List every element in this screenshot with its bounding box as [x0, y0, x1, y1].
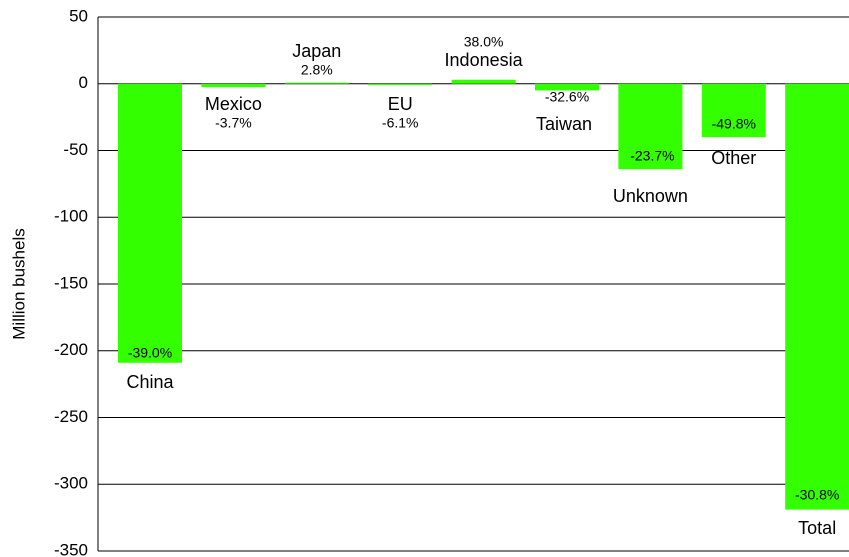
y-tick-label: 0 — [79, 73, 88, 92]
bar — [201, 83, 266, 88]
y-tick-label: -150 — [54, 273, 88, 292]
y-tick-label: -50 — [63, 140, 88, 159]
category-label: Taiwan — [536, 114, 592, 134]
bar — [535, 83, 599, 91]
bar — [284, 82, 349, 84]
change-label: 38.0% — [464, 34, 504, 50]
change-label: -32.6% — [545, 89, 589, 105]
change-label: -39.0% — [128, 345, 172, 361]
y-tick-label: -200 — [54, 340, 88, 359]
category-label: Japan — [292, 41, 341, 61]
change-label: 2.8% — [301, 62, 333, 78]
category-label: Indonesia — [445, 50, 524, 70]
change-label: -6.1% — [382, 115, 419, 131]
bar — [368, 83, 433, 86]
y-tick-label: -300 — [54, 474, 88, 493]
bar — [118, 83, 182, 363]
category-label: Mexico — [205, 94, 262, 114]
change-label: -23.7% — [630, 148, 674, 164]
y-tick-label: 50 — [69, 6, 88, 25]
bar — [701, 83, 766, 138]
change-label: -49.8% — [712, 116, 756, 132]
y-tick-label: -100 — [54, 207, 88, 226]
category-label: EU — [388, 94, 413, 114]
category-label: Total — [798, 518, 836, 538]
bar — [618, 83, 683, 170]
bar — [451, 79, 516, 84]
category-label: China — [126, 372, 174, 392]
change-label: -30.8% — [795, 487, 839, 503]
y-tick-label: -250 — [54, 407, 88, 426]
change-label: -3.7% — [215, 115, 252, 131]
bar — [785, 83, 849, 510]
y-tick-label: -350 — [54, 540, 88, 557]
category-label: Unknown — [613, 186, 688, 206]
y-axis-label: Million bushels — [9, 228, 28, 340]
category-label: Other — [711, 148, 756, 168]
